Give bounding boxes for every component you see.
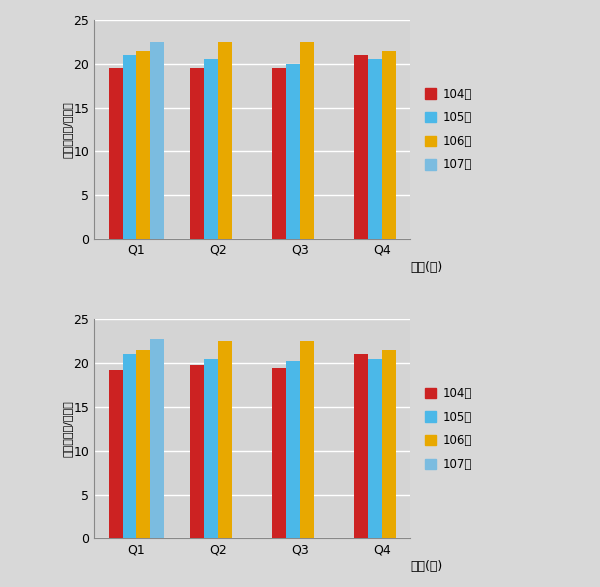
Bar xyxy=(218,341,232,538)
Bar xyxy=(205,359,218,538)
Bar xyxy=(368,59,382,239)
Bar xyxy=(190,68,205,239)
Bar xyxy=(218,42,232,239)
Text: 時間(季): 時間(季) xyxy=(410,261,442,274)
Bar xyxy=(151,339,164,538)
Bar xyxy=(205,59,218,239)
Bar xyxy=(109,68,122,239)
Bar xyxy=(272,367,286,538)
Bar xyxy=(122,355,136,538)
Legend: 104年, 105年, 106年, 107年: 104年, 105年, 106年, 107年 xyxy=(422,384,474,473)
Bar xyxy=(286,64,300,239)
Bar xyxy=(382,350,395,538)
Bar xyxy=(136,350,151,538)
Y-axis label: 單價（萬元/建坪）: 單價（萬元/建坪） xyxy=(63,400,73,457)
Text: 時間(季): 時間(季) xyxy=(410,561,442,573)
Bar xyxy=(136,50,151,239)
Bar xyxy=(354,355,368,538)
Bar xyxy=(300,341,314,538)
Bar xyxy=(122,55,136,239)
Bar xyxy=(354,55,368,239)
Y-axis label: 單價（萬元/建坪）: 單價（萬元/建坪） xyxy=(63,101,73,158)
Bar xyxy=(190,365,205,538)
Bar xyxy=(300,42,314,239)
Bar xyxy=(151,42,164,239)
Bar xyxy=(286,362,300,538)
Legend: 104年, 105年, 106年, 107年: 104年, 105年, 106年, 107年 xyxy=(422,85,474,174)
Bar xyxy=(382,50,395,239)
Bar xyxy=(109,370,122,538)
Bar xyxy=(368,359,382,538)
Bar xyxy=(272,68,286,239)
